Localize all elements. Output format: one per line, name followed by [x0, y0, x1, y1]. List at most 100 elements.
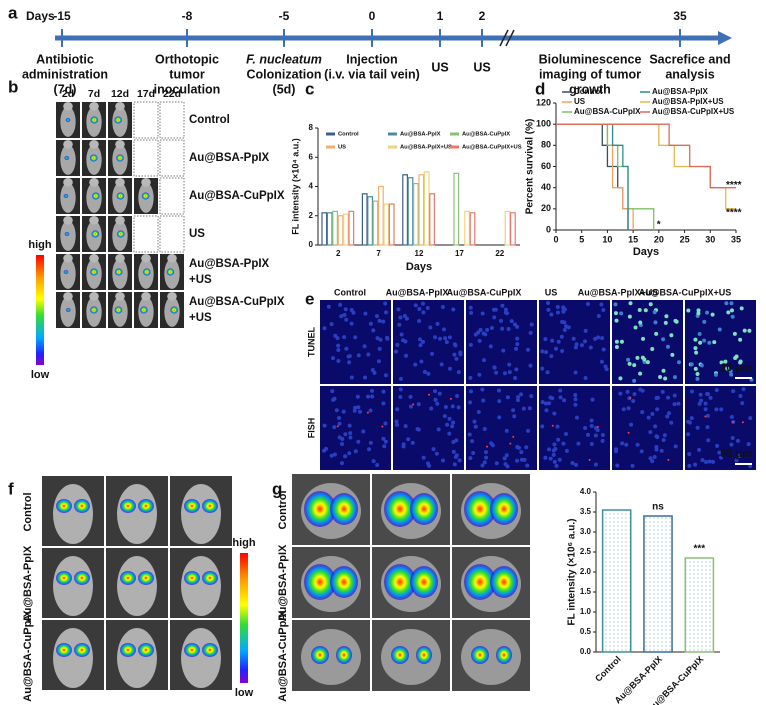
- nucleus: [560, 349, 565, 354]
- legend-label: Au@BSA-PpIX: [400, 132, 441, 138]
- nucleus: [655, 407, 660, 412]
- nucleus: [571, 336, 576, 341]
- nucleus: [416, 402, 421, 407]
- signal: [464, 564, 496, 600]
- nucleus: [410, 440, 415, 445]
- nucleus: [672, 393, 677, 398]
- nucleus: [413, 362, 418, 367]
- nucleus: [458, 352, 463, 357]
- signal: [91, 192, 100, 200]
- mouse-head: [89, 254, 99, 263]
- nucleus: [733, 356, 738, 361]
- nucleus: [385, 336, 390, 341]
- x-tick-label: 2: [336, 249, 341, 258]
- signal: [490, 493, 518, 525]
- nucleus: [552, 459, 557, 464]
- nucleus: [665, 414, 670, 419]
- nucleus: [396, 307, 401, 312]
- nucleus: [650, 459, 655, 464]
- nucleus: [402, 313, 407, 318]
- nucleus: [562, 328, 567, 333]
- nucleus: [431, 447, 436, 452]
- signal: [184, 571, 200, 585]
- signal: [64, 155, 70, 161]
- y-tick-label: 2: [309, 211, 314, 220]
- column-label: US: [545, 287, 558, 297]
- x-axis-label: Days: [633, 246, 659, 258]
- nucleus: [481, 398, 486, 403]
- bar: [510, 212, 516, 246]
- nucleus: [500, 303, 505, 308]
- nucleus: [506, 327, 511, 332]
- nucleus: [363, 311, 368, 316]
- nucleus: [613, 302, 618, 307]
- signal: [56, 499, 72, 513]
- nucleus: [686, 432, 691, 437]
- nucleus: [729, 442, 734, 447]
- nucleus: [555, 310, 560, 315]
- nucleus: [620, 441, 625, 446]
- mouse-head: [141, 254, 151, 263]
- bar: [418, 174, 425, 246]
- column-label: 17d: [137, 88, 155, 100]
- y-tick-label: 2.5: [580, 547, 592, 556]
- nucleus: [470, 439, 475, 444]
- nucleus: [687, 452, 692, 457]
- nucleus: [356, 439, 361, 444]
- nucleus: [618, 376, 623, 381]
- signal: [65, 307, 71, 313]
- nucleus: [521, 406, 526, 411]
- nucleus: [418, 343, 423, 348]
- nucleus: [339, 441, 344, 446]
- y-tick-label: 2.0: [580, 567, 592, 576]
- column-label: Au@BSA-PpIX+US: [578, 287, 659, 297]
- nucleus: [550, 338, 555, 343]
- nucleus: [589, 424, 594, 429]
- column-label: Au@BSA-PpIX: [386, 287, 449, 297]
- nucleus: [693, 462, 698, 467]
- nucleus: [356, 405, 361, 410]
- timeline-event: US: [431, 60, 448, 74]
- nucleus: [335, 336, 340, 341]
- nucleus: [422, 369, 427, 374]
- nucleus: [717, 327, 722, 332]
- nucleus: [454, 438, 459, 443]
- nucleus: [383, 439, 388, 444]
- signal: [141, 192, 150, 200]
- empty-slot: [133, 139, 159, 177]
- nucleus: [375, 463, 380, 468]
- nucleus: [504, 453, 509, 458]
- nucleus: [654, 331, 659, 336]
- nucleus: [662, 433, 667, 438]
- mouse-head: [115, 102, 125, 111]
- nucleus: [469, 389, 474, 394]
- nucleus: [511, 408, 516, 413]
- fish-signal: [486, 445, 489, 448]
- nucleus: [349, 321, 354, 326]
- nucleus: [652, 310, 657, 315]
- mouse-head: [115, 254, 125, 263]
- nucleus: [695, 376, 700, 381]
- nucleus: [723, 359, 728, 364]
- nucleus: [358, 409, 363, 414]
- nucleus: [546, 301, 551, 306]
- nucleus: [746, 442, 751, 447]
- nucleus: [421, 310, 426, 315]
- nucleus: [503, 307, 508, 312]
- nucleus: [421, 339, 426, 344]
- nucleus: [329, 453, 334, 458]
- nucleus: [748, 416, 753, 421]
- y-axis-label: FL intensity (×10⁴ a.u.): [290, 138, 300, 235]
- empty-slot: [133, 101, 159, 139]
- nucleus: [653, 320, 658, 325]
- nucleus: [715, 443, 720, 448]
- nucleus: [614, 339, 619, 344]
- nucleus: [600, 438, 605, 443]
- legend-label: Au@BSA-CuPpIX+US: [652, 107, 735, 116]
- signal: [170, 306, 178, 314]
- nucleus: [687, 463, 692, 468]
- bar: [407, 177, 414, 246]
- nucleus: [729, 372, 734, 377]
- nucleus: [643, 308, 648, 313]
- x-tick-label: 30: [705, 234, 715, 244]
